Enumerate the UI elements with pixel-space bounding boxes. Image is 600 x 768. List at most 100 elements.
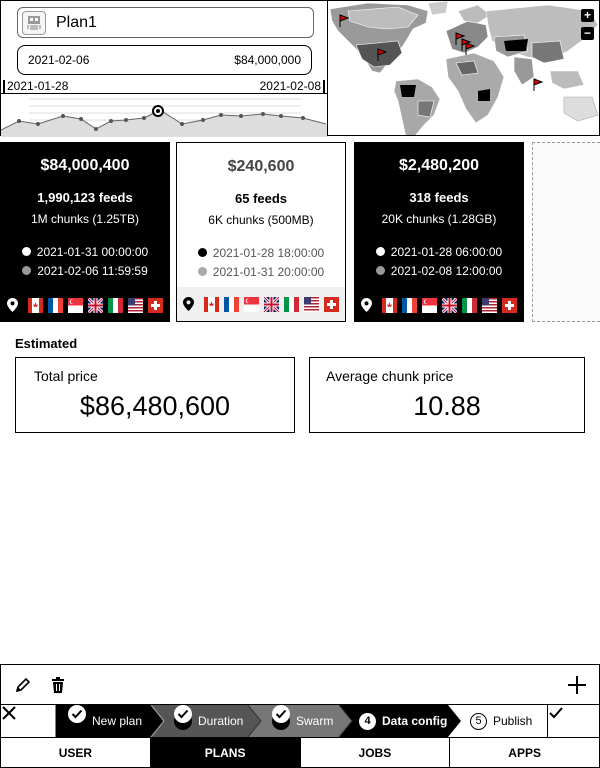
wizard-stepper: New plan Duration Swarm 4 Data config 5 … (0, 704, 600, 738)
map-zoom-in-button[interactable]: + (581, 9, 594, 22)
card-time-start-text: 2021-01-28 18:00:00 (212, 245, 325, 260)
average-chunk-price-label: Average chunk price (326, 368, 454, 384)
tab-user[interactable]: USER (1, 738, 151, 768)
dot-icon (197, 267, 207, 276)
range-price: $84,000,000 (234, 53, 301, 67)
dot-icon (375, 247, 385, 256)
location-pin-icon (183, 297, 194, 311)
add-card-placeholder[interactable] (532, 142, 600, 322)
card-price: $240,600 (227, 158, 295, 175)
map-zoom-out-button[interactable]: − (581, 27, 594, 40)
tab-apps[interactable]: APPS (450, 738, 600, 768)
step-publish[interactable]: 5 Publish (470, 705, 532, 737)
card-time-end-text: 2021-01-31 20:00:00 (212, 264, 325, 279)
plan-avatar-icon (22, 10, 46, 35)
map-markers (339, 14, 544, 91)
data-card[interactable]: $2,480,200 318 feeds 20K chunks (1.28GB) 20… (354, 142, 524, 322)
card-feeds-count: 318 (409, 190, 432, 205)
close-icon (2, 706, 16, 720)
switzerland-flag-icon (148, 297, 163, 313)
step-label: Publish (493, 714, 533, 728)
toolbar (0, 664, 600, 704)
tab-plans[interactable]: PLANS (150, 738, 301, 768)
timeline-start-label: 2021-01-28 (3, 80, 68, 93)
france-flag-icon (402, 297, 417, 313)
dot-icon (22, 266, 32, 275)
average-chunk-price-value: 10.88 (413, 391, 481, 421)
data-card[interactable]: $84,000,400 1,990,123 feeds 1M chunks (1.2… (0, 142, 170, 322)
usa-flag-icon (128, 297, 143, 313)
plan-panel: Plan1 2021-02-06 $84,000,000 2021-01-28 … (0, 0, 328, 137)
uk-flag-icon (88, 297, 103, 313)
world-map[interactable]: + − (327, 0, 600, 136)
italy-flag-icon (108, 297, 123, 313)
total-price-box: Total price $86,480,600 (15, 357, 295, 433)
plan-name-field[interactable]: Plan1 (17, 7, 314, 38)
timeline-sparkline[interactable] (0, 93, 328, 137)
usa-flag-icon (482, 297, 497, 313)
total-price-label: Total price (34, 368, 98, 384)
check-icon (549, 707, 563, 719)
selected-range-box[interactable]: 2021-02-06 $84,000,000 (17, 45, 312, 75)
step-label: Data config (382, 714, 448, 728)
check-circle-icon (272, 705, 290, 730)
card-price: $84,000,400 (40, 157, 130, 174)
card-time-start: 2021-01-31 00:00:00 (0, 242, 170, 261)
card-time-end: 2021-02-08 12:00:00 (354, 261, 524, 280)
card-times: 2021-01-28 18:00:00 2021-01-31 20:00:00 (177, 243, 345, 281)
world-map-graphic (329, 1, 599, 135)
step-data-config[interactable]: 4 Data config (359, 705, 447, 737)
total-price-value: $86,480,600 (79, 391, 231, 421)
add-plus-icon[interactable] (567, 675, 587, 695)
card-time-end: 2021-02-06 11:59:59 (0, 261, 170, 280)
step-duration[interactable]: Duration (174, 705, 243, 737)
singapore-flag-icon (422, 297, 437, 313)
card-locations (354, 288, 524, 322)
dot-icon (197, 248, 207, 257)
usa-flag-icon (304, 296, 319, 312)
cancel-button[interactable] (1, 705, 56, 737)
check-circle-icon (174, 705, 192, 730)
plan-name: Plan1 (56, 13, 97, 31)
step-new-plan[interactable]: New plan (68, 705, 142, 737)
trash-icon[interactable] (48, 675, 68, 695)
average-chunk-price-box: Average chunk price 10.88 (309, 357, 585, 433)
card-time-end: 2021-01-31 20:00:00 (177, 262, 345, 281)
step-number: 4 (359, 712, 376, 730)
canada-flag-icon (204, 296, 219, 312)
confirm-button[interactable] (547, 705, 599, 737)
card-time-end-text: 2021-02-06 11:59:59 (37, 263, 148, 278)
estimated-title: Estimated (15, 336, 78, 351)
tab-jobs[interactable]: JOBS (300, 738, 451, 768)
location-pin-icon (361, 298, 372, 312)
card-time-start-text: 2021-01-28 06:00:00 (390, 244, 503, 259)
card-time-start: 2021-01-28 18:00:00 (177, 243, 345, 262)
card-feeds: 1,990,123 feeds (0, 190, 170, 205)
step-swarm[interactable]: Swarm (272, 705, 333, 737)
card-chunks: 1M chunks (1.25TB) (30, 212, 140, 226)
check-circle-icon (68, 705, 86, 730)
step-label: Swarm (296, 714, 334, 728)
card-feeds-label: feeds (98, 190, 133, 205)
canada-flag-icon (28, 297, 43, 313)
card-chunks: 20K chunks (1.28GB) (381, 212, 497, 226)
card-feeds-count: 65 (234, 191, 250, 206)
switzerland-flag-icon (324, 296, 339, 312)
singapore-flag-icon (244, 296, 259, 312)
plan-header: Plan1 2021-02-06 $84,000,000 2021-01-28 … (0, 0, 600, 137)
card-feeds-label: feeds (253, 191, 288, 206)
italy-flag-icon (284, 296, 299, 312)
card-feeds: 65 feeds (177, 191, 345, 206)
edit-pencil-icon[interactable] (13, 675, 33, 695)
card-times: 2021-01-31 00:00:00 2021-02-06 11:59:59 (0, 242, 170, 280)
card-times: 2021-01-28 06:00:00 2021-02-08 12:00:00 (354, 242, 524, 280)
card-time-start: 2021-01-28 06:00:00 (354, 242, 524, 261)
card-time-start-text: 2021-01-31 00:00:00 (36, 244, 149, 259)
data-card[interactable]: $240,600 65 feeds 6K chunks (500MB) 2021-01… (176, 142, 346, 322)
canada-flag-icon (382, 297, 397, 313)
dot-icon (21, 247, 31, 256)
card-time-end-text: 2021-02-08 12:00:00 (390, 263, 503, 278)
uk-flag-icon (264, 296, 279, 312)
bottom-nav: USER PLANS JOBS APPS (0, 738, 600, 768)
card-locations (0, 288, 170, 322)
